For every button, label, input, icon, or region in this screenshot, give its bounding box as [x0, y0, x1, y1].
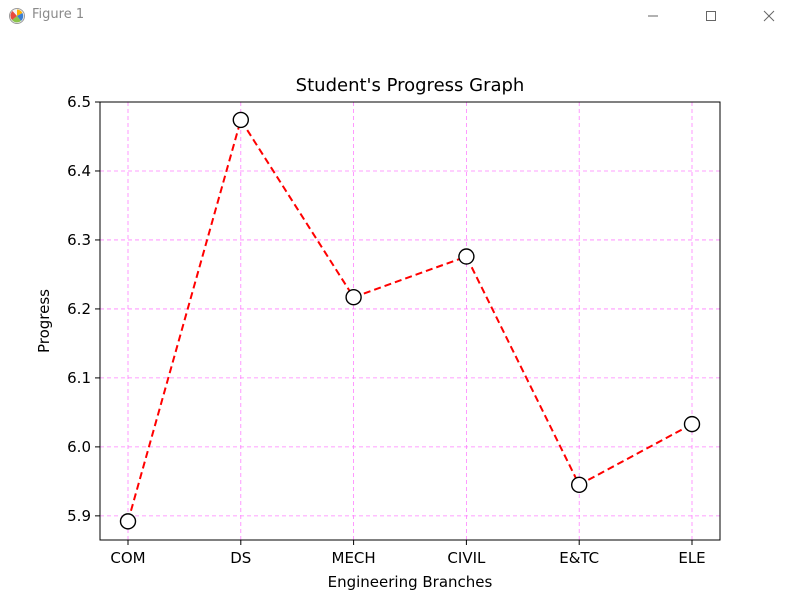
data-point: [458, 248, 475, 265]
x-tick-label: ELE: [678, 549, 705, 567]
data-point: [571, 476, 588, 494]
y-tick-label: 5.9: [67, 507, 91, 525]
x-tick-label: CIVIL: [447, 549, 486, 567]
plot-area-frame: [99, 101, 721, 541]
close-button[interactable]: [746, 0, 792, 32]
maximize-icon: [706, 11, 716, 21]
y-axis-label: Progress: [35, 289, 53, 353]
close-icon: [763, 10, 775, 22]
window-titlebar: Figure 1: [0, 0, 800, 32]
data-point: [119, 513, 137, 530]
series-progress: [119, 111, 701, 530]
y-tick-label: 6.1: [67, 369, 91, 387]
axis-ticks: COM DS MECH CIVIL E&TC ELE 5.9 6.0 6.1 6.2 6.3 6.4 6…: [67, 93, 706, 567]
chart-title: Student's Progress Graph: [296, 75, 525, 96]
x-tick-label: DS: [230, 549, 251, 567]
data-point: [232, 111, 250, 129]
data-point: [345, 289, 362, 306]
y-tick-label: 6.5: [67, 93, 91, 111]
data-point: [683, 415, 701, 433]
minimize-button[interactable]: [630, 0, 676, 32]
y-tick-label: 6.4: [67, 162, 91, 180]
y-tick-label: 6.0: [67, 438, 91, 456]
window-title: Figure 1: [32, 7, 85, 22]
series-line: [127, 117, 693, 522]
matplotlib-logo-icon: [9, 8, 25, 24]
x-tick-label: COM: [110, 549, 145, 567]
minimize-icon: [648, 15, 658, 17]
x-tick-label: MECH: [332, 549, 376, 567]
maximize-button[interactable]: [688, 0, 734, 32]
x-axis-label: Engineering Branches: [328, 573, 493, 591]
y-tick-label: 6.2: [67, 300, 91, 318]
x-tick-label: E&TC: [559, 549, 599, 567]
y-tick-label: 6.3: [67, 231, 91, 249]
grid: [100, 101, 720, 540]
